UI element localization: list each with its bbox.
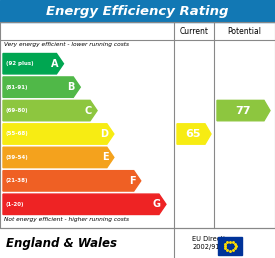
Text: (1-20): (1-20) [6, 202, 24, 207]
Text: Very energy efficient - lower running costs: Very energy efficient - lower running co… [4, 42, 129, 47]
Text: Not energy efficient - higher running costs: Not energy efficient - higher running co… [4, 217, 129, 222]
Text: 65: 65 [185, 129, 201, 139]
Bar [218, 237, 242, 255]
Text: D: D [100, 129, 108, 139]
Text: E: E [102, 152, 108, 163]
Bar [0, 22, 275, 228]
Bar [0, 0, 275, 22]
Text: C: C [84, 106, 92, 116]
Polygon shape [3, 194, 166, 214]
Text: Current: Current [180, 27, 208, 36]
Text: (39-54): (39-54) [6, 155, 29, 160]
Polygon shape [3, 147, 114, 168]
Text: F: F [129, 176, 135, 186]
Text: (92 plus): (92 plus) [6, 61, 34, 66]
Text: Potential: Potential [227, 27, 262, 36]
Polygon shape [3, 77, 80, 97]
Text: B: B [67, 82, 75, 92]
Text: (55-68): (55-68) [6, 132, 29, 136]
Text: (81-91): (81-91) [6, 85, 29, 90]
Text: (21-38): (21-38) [6, 178, 29, 183]
Text: EU Directive: EU Directive [192, 236, 232, 242]
Text: England & Wales: England & Wales [6, 237, 117, 249]
Polygon shape [217, 100, 270, 121]
Text: 77: 77 [235, 106, 250, 116]
Text: Energy Efficiency Rating: Energy Efficiency Rating [46, 4, 229, 18]
Text: (69-80): (69-80) [6, 108, 29, 113]
Polygon shape [3, 171, 141, 191]
Polygon shape [3, 53, 64, 74]
Polygon shape [177, 124, 211, 144]
Polygon shape [3, 124, 114, 144]
Polygon shape [3, 100, 97, 121]
Text: 2002/91/EC: 2002/91/EC [193, 244, 231, 250]
Text: G: G [152, 199, 160, 209]
Text: A: A [51, 59, 58, 69]
